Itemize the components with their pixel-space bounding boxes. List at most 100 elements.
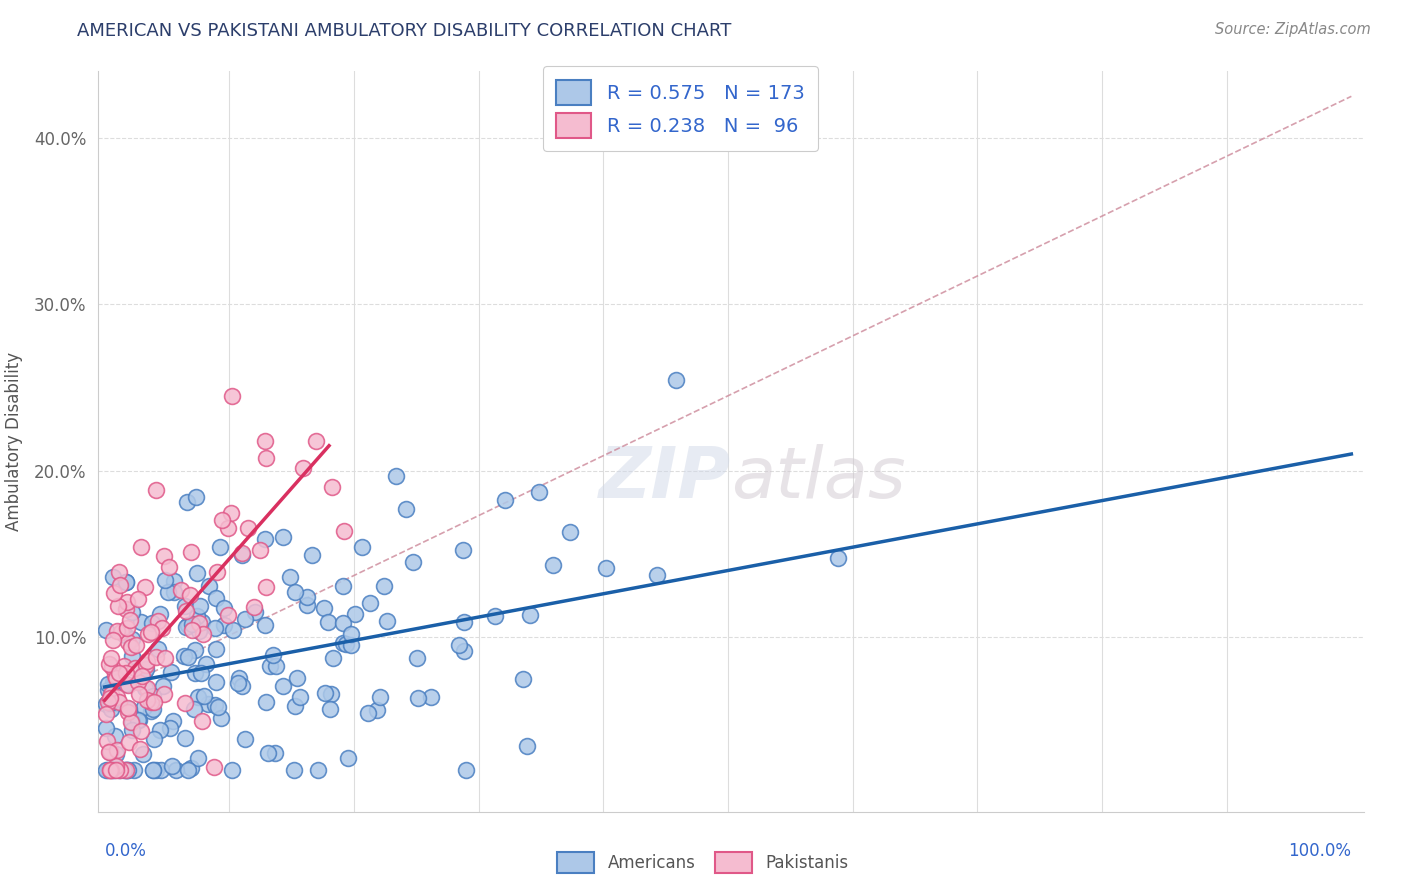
Point <box>205 674 228 689</box>
Point <box>283 763 305 777</box>
Point <box>152 679 174 693</box>
Point <box>98 763 121 777</box>
Point <box>101 632 124 647</box>
Point <box>97 683 120 698</box>
Legend: R = 0.575   N = 173, R = 0.238   N =  96: R = 0.575 N = 173, R = 0.238 N = 96 <box>543 66 818 152</box>
Point <box>170 583 193 598</box>
Point <box>110 624 132 639</box>
Point <box>340 627 363 641</box>
Point <box>262 648 284 662</box>
Point <box>204 698 226 712</box>
Point <box>117 705 139 719</box>
Point <box>278 570 301 584</box>
Point <box>453 615 475 630</box>
Point <box>209 540 232 554</box>
Point <box>100 650 122 665</box>
Point <box>187 616 209 631</box>
Point <box>174 604 197 618</box>
Point <box>288 690 311 705</box>
Point <box>118 735 141 749</box>
Text: AMERICAN VS PAKISTANI AMBULATORY DISABILITY CORRELATION CHART: AMERICAN VS PAKISTANI AMBULATORY DISABIL… <box>77 22 731 40</box>
Point <box>314 686 336 700</box>
Point <box>285 672 308 686</box>
Point <box>308 763 330 777</box>
Point <box>322 650 344 665</box>
Point <box>527 484 550 499</box>
Point <box>153 651 176 665</box>
Text: Source: ZipAtlas.com: Source: ZipAtlas.com <box>1215 22 1371 37</box>
Point <box>321 480 343 494</box>
Point <box>177 617 200 632</box>
Point <box>827 550 849 565</box>
Point <box>332 579 354 593</box>
Point <box>138 626 160 640</box>
Point <box>217 608 239 623</box>
Point <box>96 734 118 748</box>
Point <box>142 689 165 703</box>
Point <box>204 642 226 657</box>
Point <box>121 723 143 737</box>
Point <box>179 588 201 602</box>
Point <box>352 541 374 555</box>
Point <box>221 763 243 777</box>
Point <box>284 585 307 599</box>
Point <box>541 558 564 572</box>
Point <box>117 621 139 635</box>
Point <box>157 560 180 574</box>
Point <box>173 599 195 613</box>
Point <box>231 548 253 562</box>
Point <box>357 706 380 720</box>
Point <box>301 548 323 562</box>
Point <box>316 615 339 629</box>
Point <box>132 665 155 680</box>
Point <box>368 690 391 704</box>
Point <box>118 613 141 627</box>
Point <box>221 506 243 520</box>
Point <box>243 605 266 619</box>
Point <box>560 524 582 539</box>
Point <box>253 618 276 632</box>
Point <box>97 763 120 777</box>
Point <box>295 598 318 612</box>
Point <box>141 704 163 718</box>
Point <box>150 763 173 777</box>
Point <box>139 625 162 640</box>
Point <box>128 742 150 756</box>
Point <box>127 713 149 727</box>
Point <box>153 549 176 564</box>
Point <box>319 702 342 716</box>
Point <box>375 614 398 628</box>
Point <box>94 763 117 777</box>
Point <box>180 616 202 631</box>
Point <box>103 763 125 777</box>
Point <box>249 543 271 558</box>
Point <box>211 513 233 527</box>
Point <box>312 600 335 615</box>
Point <box>519 607 541 622</box>
Point <box>134 580 156 594</box>
Point <box>453 644 475 658</box>
Point <box>100 763 122 777</box>
Point <box>134 681 156 695</box>
Point <box>112 763 135 777</box>
Point <box>94 721 117 735</box>
Point <box>128 687 150 701</box>
Point <box>129 540 152 554</box>
Point <box>117 701 139 715</box>
Point <box>117 763 139 777</box>
Point <box>117 678 139 692</box>
Point <box>101 660 124 674</box>
Point <box>212 618 235 632</box>
Point <box>98 691 121 706</box>
Point <box>105 759 128 773</box>
Point <box>188 599 211 614</box>
Point <box>186 490 208 504</box>
Point <box>100 702 122 716</box>
Point <box>139 695 162 709</box>
Point <box>176 495 198 509</box>
Point <box>333 524 356 539</box>
Point <box>127 592 149 607</box>
Point <box>384 468 406 483</box>
Point <box>186 609 208 624</box>
Point <box>595 561 617 575</box>
